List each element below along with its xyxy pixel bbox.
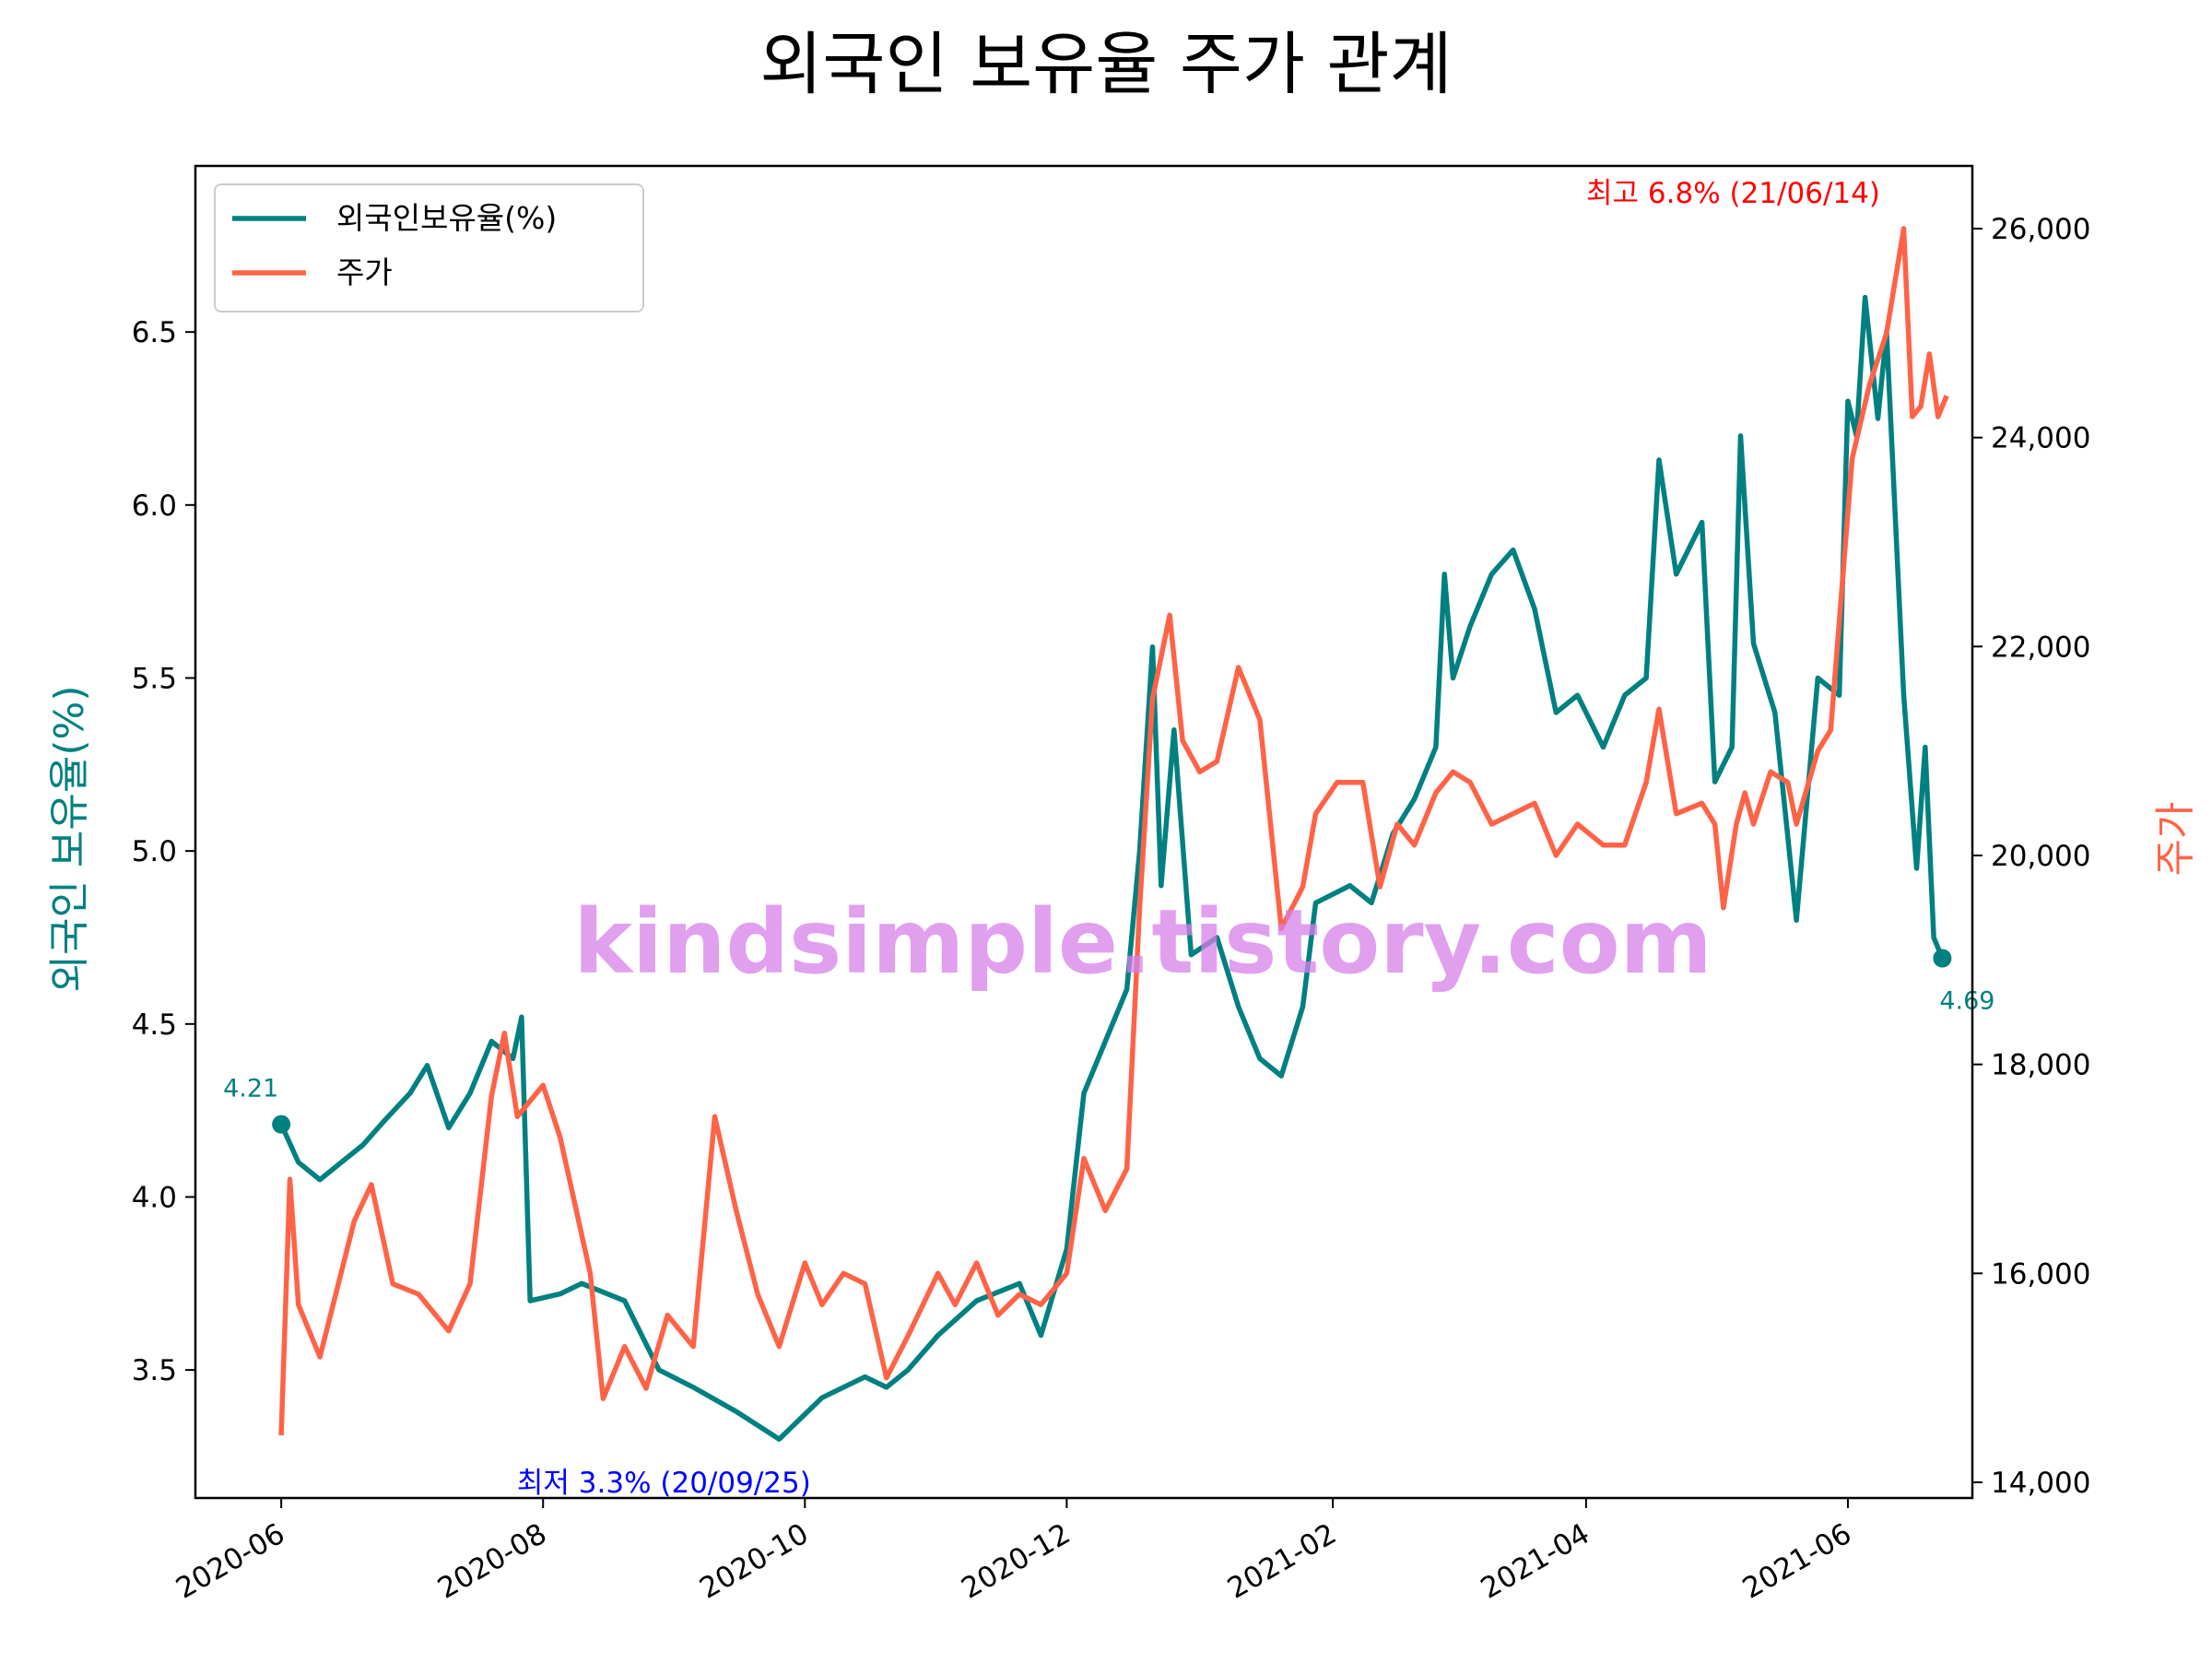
y-axis-left-tick-label: 3.5 [132, 1354, 177, 1387]
y-axis-right-tick-label: 18,000 [1991, 1049, 2090, 1082]
y-axis-right-tick-label: 26,000 [1991, 213, 2090, 246]
y-axis-left-tick-label: 6.5 [132, 316, 177, 349]
y-axis-right-tick-label: 14,000 [1991, 1467, 2090, 1500]
y-axis-right-tick-label: 22,000 [1991, 631, 2090, 664]
legend-box [214, 183, 644, 313]
y-axis-right-tick-label: 20,000 [1991, 840, 2090, 873]
y-axis-right-tick-label: 16,000 [1991, 1257, 2090, 1291]
legend: 외국인보유율(%) 주가 [214, 183, 644, 313]
y-axis-right-label: 주가 [2152, 802, 2199, 877]
y-axis-left-tick-label: 5.5 [132, 662, 177, 695]
series-line-foreign-ratio [278, 294, 1945, 1442]
y-axis-left-tick-label: 4.5 [132, 1008, 177, 1042]
y-axis-left-tick-label: 6.0 [132, 489, 177, 523]
end-value-label: 4.69 [1939, 986, 1994, 1015]
y-axis-left-tick-label: 4.0 [132, 1181, 177, 1214]
y-axis-left-tick-label: 5.0 [132, 835, 177, 868]
y-axis-left-label: 외국인 보유율(%) [46, 685, 93, 992]
series-line-stock-price [278, 226, 1949, 1436]
min-annotation: 최저 3.3% (20/09/25) [517, 1467, 811, 1500]
start-point-marker [272, 1115, 291, 1134]
y-axis-right-tick-label: 24,000 [1991, 422, 2090, 455]
start-value-label: 4.21 [223, 1075, 278, 1103]
watermark: kindsimple.tistory.com [573, 890, 1712, 994]
chart-title: 외국인 보유율 주가 관계 [759, 25, 1452, 104]
legend-label-stock-price: 주가 [336, 254, 393, 290]
legend-label-foreign-ratio: 외국인보유율(%) [336, 200, 557, 236]
end-point-marker [1933, 949, 1952, 968]
plot-frame [194, 164, 1974, 1500]
max-annotation: 최고 6.8% (21/06/14) [1586, 177, 1880, 210]
